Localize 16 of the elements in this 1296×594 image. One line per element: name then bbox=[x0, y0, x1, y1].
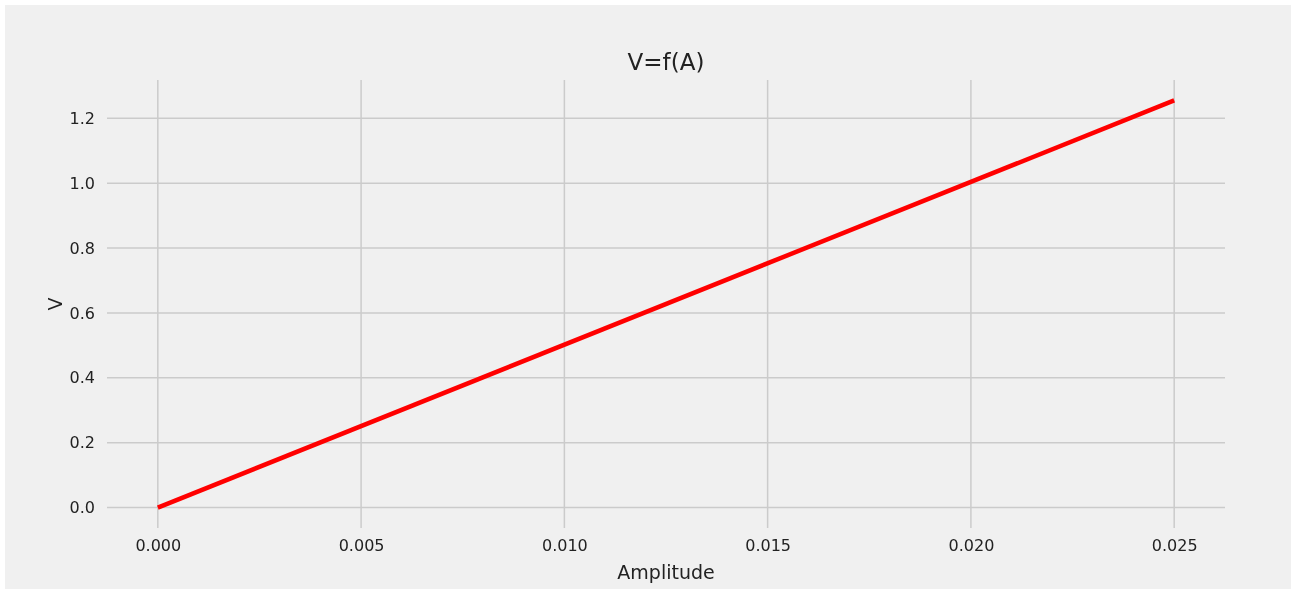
x-tick-label: 0.015 bbox=[745, 536, 792, 556]
y-tick-label: 0.4 bbox=[69, 368, 95, 388]
y-tick-label: 0.2 bbox=[69, 433, 95, 453]
x-tick-label: 0.025 bbox=[1151, 536, 1198, 556]
y-tick-label: 0.0 bbox=[69, 498, 95, 518]
y-tick-label: 1.2 bbox=[69, 108, 95, 128]
y-tick-label: 0.6 bbox=[69, 303, 95, 323]
y-axis-title: V bbox=[44, 297, 66, 311]
x-tick-label: 0.010 bbox=[541, 536, 588, 556]
x-tick-label: 0.020 bbox=[948, 536, 995, 556]
y-tick-label: 0.8 bbox=[69, 238, 95, 258]
x-tick-label: 0.005 bbox=[338, 536, 385, 556]
x-axis-title: Amplitude bbox=[617, 561, 715, 583]
x-tick-label: 0.000 bbox=[135, 536, 182, 556]
y-tick-label: 1.0 bbox=[69, 173, 95, 193]
chart-title: V=f(A) bbox=[627, 49, 705, 75]
